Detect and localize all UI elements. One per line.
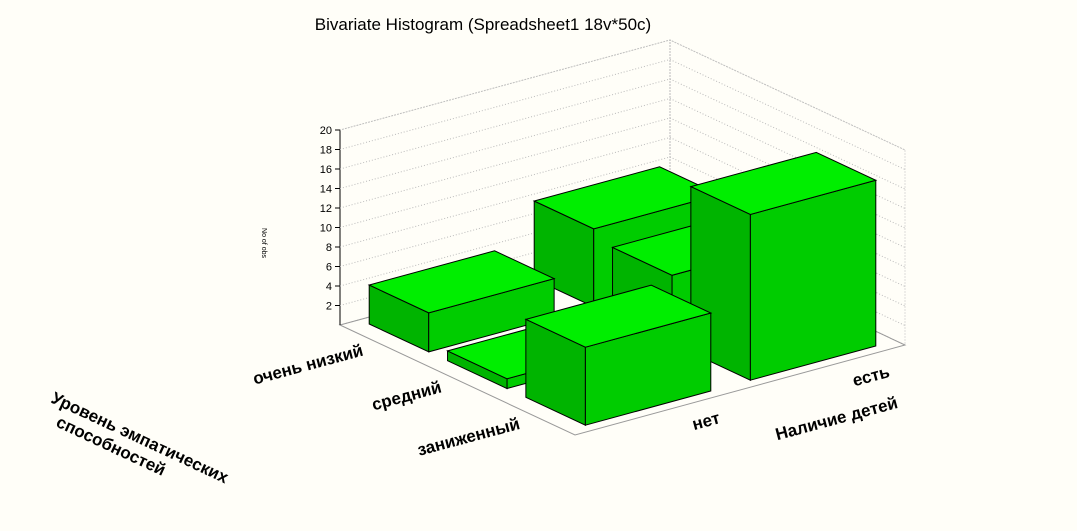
z-tick-label: 20 xyxy=(320,125,332,137)
grid-line xyxy=(339,97,906,209)
x-category-label: есть xyxy=(851,362,892,390)
grid-line xyxy=(339,117,906,229)
chart-title: Bivariate Histogram (Spreadsheet1 18v*50… xyxy=(315,15,651,34)
bar-top xyxy=(689,151,878,215)
z-tick-label: 16 xyxy=(320,164,332,176)
z-tick-label: 8 xyxy=(326,242,332,254)
grid-line xyxy=(339,39,906,151)
x-axis-label: Наличие детей xyxy=(773,393,899,444)
z-tick-label: 12 xyxy=(320,203,332,215)
bar-top xyxy=(367,250,556,314)
bar-top xyxy=(524,284,713,348)
grid-line xyxy=(339,156,906,268)
bar xyxy=(689,151,878,381)
y-category-label: средний xyxy=(370,378,444,415)
bar xyxy=(367,250,556,353)
z-tick-label: 10 xyxy=(320,223,332,235)
z-axis-label: No of obs xyxy=(260,228,267,258)
y-category-label: заниженный xyxy=(415,414,522,460)
z-tick-label: 6 xyxy=(326,262,332,274)
grid-line xyxy=(339,78,906,190)
grid-line xyxy=(339,58,906,170)
bar-front xyxy=(749,179,877,381)
x-category-label: нет xyxy=(690,408,722,434)
y-category-label: очень низкий xyxy=(251,341,365,389)
bar xyxy=(524,284,713,426)
z-tick-label: 18 xyxy=(320,145,332,157)
z-tick-label: 14 xyxy=(320,184,332,196)
grid-line xyxy=(339,136,906,248)
z-tick-label: 2 xyxy=(326,301,332,313)
z-tick-label: 4 xyxy=(326,281,332,293)
